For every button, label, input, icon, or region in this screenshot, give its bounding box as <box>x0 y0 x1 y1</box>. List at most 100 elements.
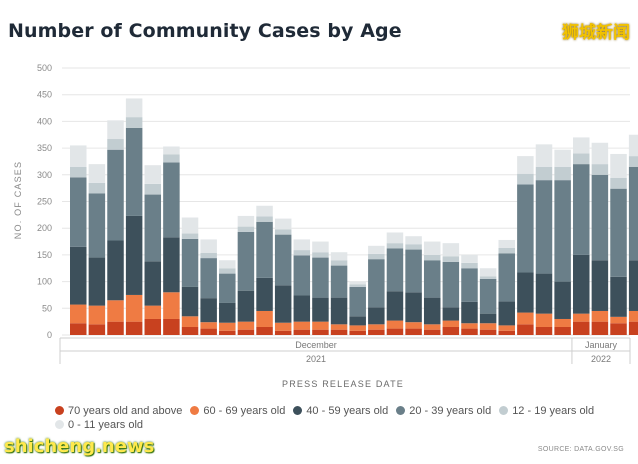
bar-segment <box>144 305 162 319</box>
bar-segment <box>554 281 571 319</box>
bar-segment <box>628 321 638 335</box>
y-tick-label: 0 <box>47 330 52 340</box>
bar-segment <box>293 295 311 322</box>
bar-segment <box>256 221 273 278</box>
bar-segment <box>70 177 87 247</box>
bar-segment <box>256 310 273 327</box>
bar-segment <box>517 312 534 325</box>
bar-segment <box>88 182 106 194</box>
bar-segment <box>591 142 609 165</box>
bar-segment <box>442 261 460 308</box>
bar-segment <box>330 252 348 261</box>
bar-segment <box>256 277 273 311</box>
bar-segment <box>312 297 329 322</box>
y-tick-label: 50 <box>42 303 52 313</box>
chart-title: Number of Community Cases by Age <box>8 20 402 42</box>
bar-segment <box>219 273 236 303</box>
legend-item: 60 - 69 years old <box>190 404 285 418</box>
bar-segment <box>256 205 273 217</box>
bar-segment <box>200 322 217 329</box>
y-tick-label: 400 <box>37 116 52 126</box>
bar-segment <box>461 268 478 302</box>
bar-segment <box>535 326 553 335</box>
bar-segment <box>107 321 124 335</box>
bar-segment <box>554 166 571 181</box>
bar-segment <box>554 180 571 282</box>
legend-swatch <box>499 406 509 415</box>
bar-segment <box>274 330 292 335</box>
bar-segment <box>274 234 292 286</box>
bar-segment <box>144 165 162 184</box>
bar-segment <box>349 281 366 285</box>
y-tick-label: 200 <box>37 223 52 233</box>
bar-segment <box>368 324 385 330</box>
bar-segment <box>219 302 236 323</box>
bar-segment <box>219 322 236 331</box>
bar-segment <box>386 248 404 292</box>
bar-segment <box>573 153 590 165</box>
bar-segment <box>461 323 478 329</box>
bar-segment <box>479 276 497 279</box>
bar-segment <box>256 216 273 222</box>
bar-segment <box>554 149 571 167</box>
bar-segment <box>219 268 236 274</box>
legend-item: 70 years old and above <box>55 404 182 418</box>
y-tick-labels: 0 50 100 150 200 250 300 350 400 450 500 <box>37 63 52 340</box>
bar-segment <box>312 257 329 298</box>
bar-segment <box>405 249 422 293</box>
bar-segment <box>237 329 255 335</box>
bar-segment <box>591 174 609 261</box>
bar-segment <box>423 297 441 325</box>
bar-segment <box>479 329 497 335</box>
bar-segment <box>479 323 497 330</box>
bar-segment <box>125 321 143 335</box>
bar-segment <box>200 328 217 335</box>
bar-segment <box>237 226 255 232</box>
legend-item: 20 - 39 years old <box>396 404 491 418</box>
bar-segment <box>293 250 311 256</box>
bar-segment <box>144 183 162 195</box>
bar-segment <box>573 164 590 255</box>
bar-segment <box>591 310 609 322</box>
bar-segment <box>237 290 255 322</box>
bar-segment <box>181 316 199 327</box>
y-tick-label: 450 <box>37 90 52 100</box>
bar-segment <box>312 321 329 330</box>
bar-segment <box>293 329 311 335</box>
legend-label: 70 years old and above <box>68 405 183 417</box>
bar-segment <box>293 255 311 296</box>
bar-segment <box>461 254 478 263</box>
bar-segment <box>312 241 329 253</box>
y-tick-label: 350 <box>37 143 52 153</box>
x-group-month: December <box>295 340 337 350</box>
bar-segment <box>181 326 199 335</box>
bar-segment <box>200 252 217 259</box>
bar-segment <box>610 276 627 317</box>
bar-segment <box>498 330 515 335</box>
bar-segment <box>479 278 497 314</box>
x-group-month: January <box>585 340 618 350</box>
bar-segment <box>219 330 236 335</box>
bar-segment <box>573 313 590 322</box>
legend-swatch <box>396 406 406 415</box>
bar-segment <box>517 272 534 313</box>
legend-label: 0 - 11 years old <box>68 419 144 431</box>
bar-segment <box>107 149 124 241</box>
bar-segment <box>405 236 422 245</box>
bar-segment <box>200 298 217 323</box>
x-group-year: 2021 <box>306 354 326 364</box>
bar-segment <box>517 184 534 273</box>
bar-segment <box>88 305 106 325</box>
bars <box>70 98 638 335</box>
bar-segment <box>163 318 180 335</box>
bar-segment <box>125 215 143 295</box>
bar-segment <box>70 166 87 178</box>
bar-segment <box>405 322 422 329</box>
bar-segment <box>573 254 590 314</box>
legend-swatch <box>55 406 64 415</box>
bar-segment <box>107 139 124 150</box>
bar-segment <box>386 243 404 249</box>
bar-segment <box>610 323 627 335</box>
bar-segment <box>479 313 497 324</box>
bar-segment <box>125 127 143 216</box>
